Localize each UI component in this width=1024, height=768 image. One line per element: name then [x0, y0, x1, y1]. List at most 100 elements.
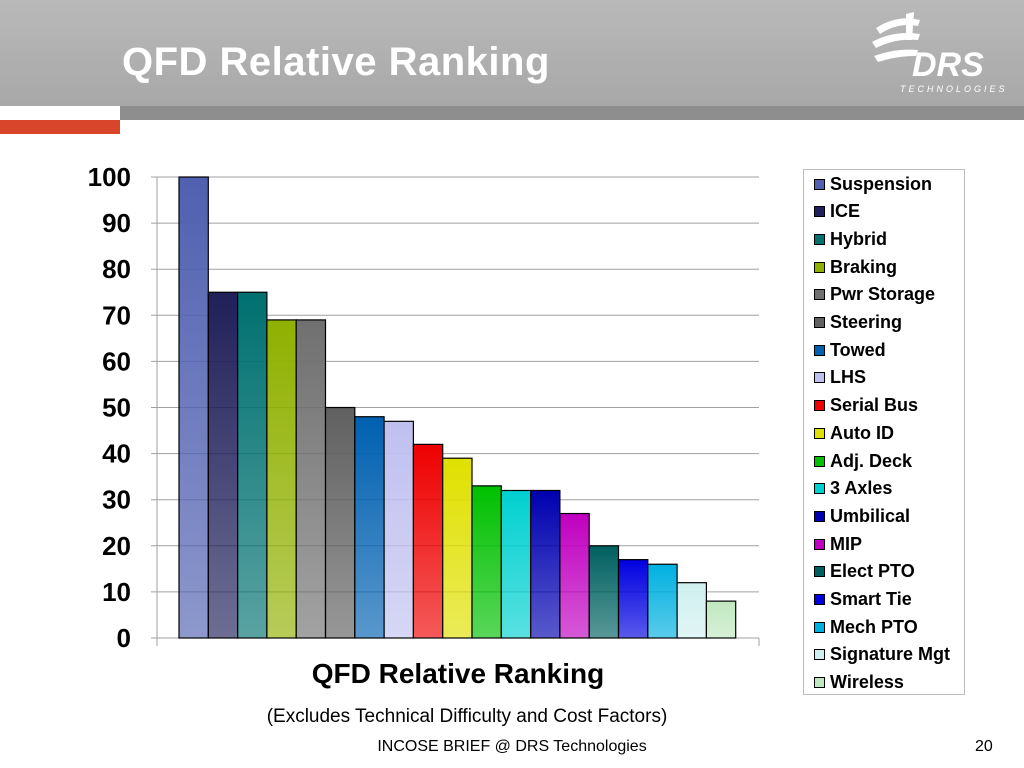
bar-signature-mgt	[676, 582, 707, 639]
legend-item: Auto ID	[814, 423, 894, 443]
bar-adj-deck	[471, 485, 502, 639]
y-tick-label: 40	[102, 439, 131, 469]
y-tick-label: 100	[88, 162, 131, 192]
legend-item: Elect PTO	[814, 561, 915, 582]
header-accent	[0, 120, 120, 134]
bar-lhs	[383, 420, 415, 639]
legend-swatch	[814, 344, 825, 356]
legend-item: Steering	[814, 312, 903, 333]
legend-item: Hybrid	[814, 229, 887, 249]
y-tick-label: 20	[102, 531, 131, 561]
y-tick-label: 90	[102, 208, 131, 238]
legend-label: Hybrid	[830, 228, 888, 249]
legend-swatch	[814, 649, 825, 661]
bar-smart-tie	[617, 559, 649, 639]
y-tick-label: 50	[102, 393, 131, 423]
bar-chart: 0 10 20 30 40 50 60 70 80 90 100	[88, 162, 760, 653]
legend-swatch	[814, 510, 825, 522]
bar-pwr-storage	[295, 319, 327, 639]
legend-item: LHS	[814, 367, 866, 388]
legend-swatch	[814, 233, 825, 245]
legend-label: Elect PTO	[830, 561, 915, 582]
x-axis-label: QFD Relative Ranking	[311, 658, 605, 689]
logo-text: DRS	[912, 46, 984, 84]
y-tick-label: 80	[102, 254, 131, 284]
legend-swatch	[814, 538, 825, 550]
bar-towed	[354, 416, 385, 639]
legend-swatch	[814, 317, 825, 328]
legend-label: Auto ID	[830, 422, 894, 443]
legend-label: Braking	[830, 256, 898, 277]
legend-swatch	[814, 178, 825, 190]
legend-item: Serial Bus	[814, 395, 919, 416]
legend-item: Umbilical	[814, 506, 910, 526]
chart-subtitle: (Excludes Technical Difficulty and Cost …	[266, 706, 668, 727]
bar-wireless	[705, 600, 737, 639]
legend-label: Smart Tie	[830, 589, 912, 609]
bar-serial-bus	[412, 443, 444, 639]
legend-swatch	[814, 455, 825, 467]
legend-label: Mech PTO	[830, 616, 918, 637]
bar-hybrid	[237, 291, 268, 639]
legend-label: ICE	[830, 201, 861, 222]
legend-label: 3 Axles	[830, 478, 893, 499]
y-tick-label: 0	[117, 623, 131, 653]
bar-mip	[559, 512, 590, 639]
legend-swatch	[814, 206, 825, 218]
legend-swatch	[814, 427, 825, 439]
bar-steering	[324, 406, 356, 639]
legend-label: Wireless	[830, 672, 904, 693]
legend-item: Adj. Deck	[814, 451, 912, 471]
y-tick-label: 60	[102, 346, 131, 376]
legend-item: MIP	[814, 534, 862, 554]
bar-braking	[266, 319, 297, 639]
legend-item: Mech PTO	[814, 617, 918, 637]
legend-swatch	[814, 400, 825, 412]
page-number: 20	[975, 738, 993, 755]
legend-label: Umbilical	[830, 505, 911, 526]
slide-footer: INCOSE BRIEF @ DRS Technologies	[377, 738, 647, 755]
legend-item: Wireless	[814, 672, 904, 693]
legend-swatch	[814, 372, 825, 384]
bar-mech-pto	[647, 563, 678, 639]
legend-swatch	[814, 677, 825, 689]
bar-auto-id	[442, 457, 473, 639]
y-tick-label: 30	[102, 485, 131, 515]
bar-umbilical	[529, 489, 561, 639]
legend-item: Signature Mgt	[814, 644, 950, 665]
y-tick-label: 10	[102, 577, 131, 607]
legend-swatch	[814, 261, 825, 273]
legend-label: LHS	[830, 367, 866, 388]
slide-header	[0, 0, 1024, 106]
legend-label: Suspension	[830, 173, 933, 194]
legend-swatch	[814, 483, 825, 495]
legend-item: Smart Tie	[814, 589, 912, 610]
legend-item: 3 Axles	[814, 478, 893, 499]
bar-3-axles	[500, 489, 532, 639]
legend-label: Pwr Storage	[830, 284, 936, 305]
y-tick-label: 70	[102, 300, 131, 330]
header-strip	[120, 106, 1024, 120]
legend-label: MIP	[830, 533, 863, 554]
legend-swatch	[814, 621, 825, 633]
drs-logo-icon	[872, 12, 920, 62]
legend-label: Towed	[830, 339, 886, 360]
legend-item: Braking	[814, 257, 897, 277]
legend-label: Serial Bus	[830, 395, 919, 416]
slide-title: QFD Relative Ranking	[122, 40, 550, 84]
bar-ice	[207, 291, 239, 639]
legend-label: Signature Mgt	[830, 644, 950, 665]
legend-swatch	[814, 289, 825, 301]
legend-item: Towed	[814, 340, 886, 360]
bar-elect-pto	[588, 545, 620, 639]
legend-item: Suspension	[814, 174, 932, 194]
legend-item: ICE	[814, 201, 861, 222]
legend-label: Adj. Deck	[830, 450, 913, 471]
legend-item: Pwr Storage	[814, 284, 936, 305]
chart-legend: Suspension ICE Hybrid Braking Pwr Storage Ste…	[803, 169, 965, 695]
legend-swatch	[814, 594, 825, 605]
legend-label: Steering	[830, 312, 903, 332]
bar-suspension	[178, 176, 209, 639]
logo-subtext: TECHNOLOGIES	[900, 84, 1008, 94]
legend-swatch	[814, 566, 825, 578]
